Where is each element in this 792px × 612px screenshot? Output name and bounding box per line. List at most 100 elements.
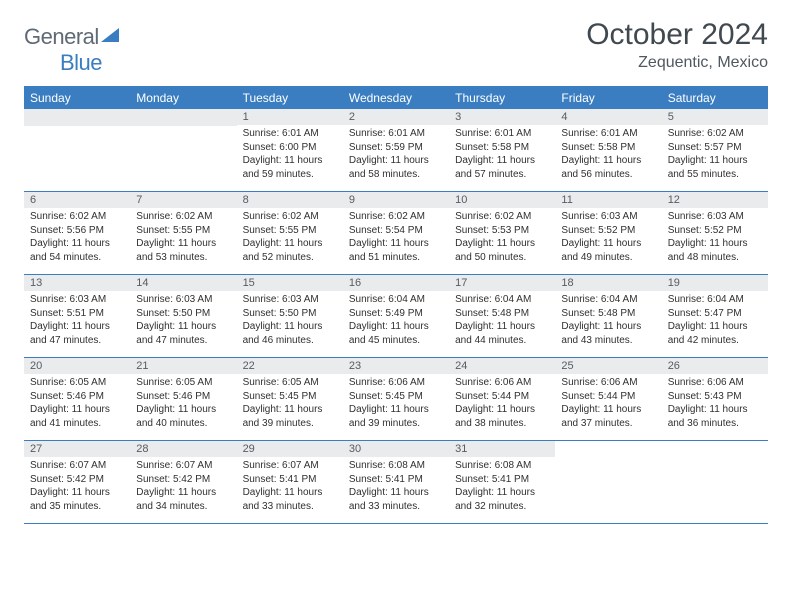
daylight-1: Daylight: 11 hours <box>136 237 230 251</box>
calendar-cell: 3Sunrise: 6:01 AMSunset: 5:58 PMDaylight… <box>449 109 555 192</box>
calendar-cell: 14Sunrise: 6:03 AMSunset: 5:50 PMDayligh… <box>130 275 236 358</box>
daylight-1: Daylight: 11 hours <box>30 486 124 500</box>
sunrise: Sunrise: 6:06 AM <box>561 376 655 390</box>
sunset: Sunset: 5:42 PM <box>30 473 124 487</box>
daylight-1: Daylight: 11 hours <box>349 154 443 168</box>
daylight-2: and 57 minutes. <box>455 168 549 182</box>
calendar-table: SundayMondayTuesdayWednesdayThursdayFrid… <box>24 86 768 524</box>
blank-day <box>130 109 236 126</box>
daylight-2: and 47 minutes. <box>30 334 124 348</box>
sunrise: Sunrise: 6:06 AM <box>455 376 549 390</box>
daylight-2: and 43 minutes. <box>561 334 655 348</box>
sunrise: Sunrise: 6:04 AM <box>668 293 762 307</box>
daylight-2: and 33 minutes. <box>243 500 337 514</box>
sunset: Sunset: 5:56 PM <box>30 224 124 238</box>
sunset: Sunset: 5:48 PM <box>455 307 549 321</box>
calendar-cell: 16Sunrise: 6:04 AMSunset: 5:49 PMDayligh… <box>343 275 449 358</box>
day-details: Sunrise: 6:02 AMSunset: 5:54 PMDaylight:… <box>343 208 449 268</box>
day-details: Sunrise: 6:05 AMSunset: 5:45 PMDaylight:… <box>237 374 343 434</box>
daylight-2: and 34 minutes. <box>136 500 230 514</box>
daylight-2: and 46 minutes. <box>243 334 337 348</box>
day-details: Sunrise: 6:07 AMSunset: 5:41 PMDaylight:… <box>237 457 343 517</box>
daylight-2: and 47 minutes. <box>136 334 230 348</box>
daylight-1: Daylight: 11 hours <box>349 237 443 251</box>
daylight-2: and 39 minutes. <box>349 417 443 431</box>
calendar-cell: 20Sunrise: 6:05 AMSunset: 5:46 PMDayligh… <box>24 358 130 441</box>
daylight-2: and 49 minutes. <box>561 251 655 265</box>
day-details: Sunrise: 6:02 AMSunset: 5:53 PMDaylight:… <box>449 208 555 268</box>
day-number: 21 <box>130 358 236 374</box>
sunrise: Sunrise: 6:01 AM <box>243 127 337 141</box>
day-number: 11 <box>555 192 661 208</box>
daylight-1: Daylight: 11 hours <box>455 154 549 168</box>
daylight-1: Daylight: 11 hours <box>561 403 655 417</box>
day-details: Sunrise: 6:08 AMSunset: 5:41 PMDaylight:… <box>343 457 449 517</box>
day-header: Thursday <box>449 87 555 110</box>
sunrise: Sunrise: 6:07 AM <box>243 459 337 473</box>
calendar-cell: 13Sunrise: 6:03 AMSunset: 5:51 PMDayligh… <box>24 275 130 358</box>
calendar-cell: 22Sunrise: 6:05 AMSunset: 5:45 PMDayligh… <box>237 358 343 441</box>
daylight-2: and 36 minutes. <box>668 417 762 431</box>
daylight-1: Daylight: 11 hours <box>455 237 549 251</box>
day-details: Sunrise: 6:06 AMSunset: 5:45 PMDaylight:… <box>343 374 449 434</box>
day-details: Sunrise: 6:06 AMSunset: 5:44 PMDaylight:… <box>449 374 555 434</box>
day-number: 5 <box>662 109 768 125</box>
sunset: Sunset: 5:48 PM <box>561 307 655 321</box>
calendar-row: 27Sunrise: 6:07 AMSunset: 5:42 PMDayligh… <box>24 441 768 524</box>
day-details: Sunrise: 6:02 AMSunset: 5:55 PMDaylight:… <box>130 208 236 268</box>
sunset: Sunset: 5:46 PM <box>136 390 230 404</box>
day-details: Sunrise: 6:06 AMSunset: 5:43 PMDaylight:… <box>662 374 768 434</box>
calendar-cell: 29Sunrise: 6:07 AMSunset: 5:41 PMDayligh… <box>237 441 343 524</box>
calendar-cell: 1Sunrise: 6:01 AMSunset: 6:00 PMDaylight… <box>237 109 343 192</box>
sunrise: Sunrise: 6:02 AM <box>349 210 443 224</box>
sunset: Sunset: 5:50 PM <box>243 307 337 321</box>
day-number: 9 <box>343 192 449 208</box>
day-number: 28 <box>130 441 236 457</box>
day-number: 6 <box>24 192 130 208</box>
calendar-cell: 12Sunrise: 6:03 AMSunset: 5:52 PMDayligh… <box>662 192 768 275</box>
day-details: Sunrise: 6:04 AMSunset: 5:48 PMDaylight:… <box>449 291 555 351</box>
daylight-2: and 35 minutes. <box>30 500 124 514</box>
day-number: 17 <box>449 275 555 291</box>
sunset: Sunset: 5:55 PM <box>243 224 337 238</box>
sunset: Sunset: 5:49 PM <box>349 307 443 321</box>
brand-general: General <box>24 24 99 50</box>
day-number: 10 <box>449 192 555 208</box>
daylight-2: and 53 minutes. <box>136 251 230 265</box>
calendar-cell: 4Sunrise: 6:01 AMSunset: 5:58 PMDaylight… <box>555 109 661 192</box>
daylight-1: Daylight: 11 hours <box>136 486 230 500</box>
daylight-2: and 41 minutes. <box>30 417 124 431</box>
daylight-1: Daylight: 11 hours <box>243 486 337 500</box>
daylight-1: Daylight: 11 hours <box>668 403 762 417</box>
day-details: Sunrise: 6:01 AMSunset: 5:58 PMDaylight:… <box>449 125 555 185</box>
sunset: Sunset: 5:42 PM <box>136 473 230 487</box>
day-header: Saturday <box>662 87 768 110</box>
daylight-1: Daylight: 11 hours <box>668 320 762 334</box>
day-number: 23 <box>343 358 449 374</box>
day-header: Tuesday <box>237 87 343 110</box>
sunrise: Sunrise: 6:04 AM <box>455 293 549 307</box>
calendar-cell: 24Sunrise: 6:06 AMSunset: 5:44 PMDayligh… <box>449 358 555 441</box>
day-details: Sunrise: 6:04 AMSunset: 5:48 PMDaylight:… <box>555 291 661 351</box>
sunset: Sunset: 5:41 PM <box>243 473 337 487</box>
day-number: 3 <box>449 109 555 125</box>
sunset: Sunset: 5:51 PM <box>30 307 124 321</box>
brand-logo: General <box>24 24 121 50</box>
calendar-cell <box>662 441 768 524</box>
brand-blue: Blue <box>60 50 102 75</box>
sunset: Sunset: 5:41 PM <box>455 473 549 487</box>
sunrise: Sunrise: 6:05 AM <box>30 376 124 390</box>
sunrise: Sunrise: 6:05 AM <box>243 376 337 390</box>
day-details: Sunrise: 6:03 AMSunset: 5:50 PMDaylight:… <box>237 291 343 351</box>
day-number: 29 <box>237 441 343 457</box>
sunset: Sunset: 5:44 PM <box>455 390 549 404</box>
calendar-cell: 17Sunrise: 6:04 AMSunset: 5:48 PMDayligh… <box>449 275 555 358</box>
daylight-1: Daylight: 11 hours <box>30 320 124 334</box>
daylight-2: and 38 minutes. <box>455 417 549 431</box>
day-number: 27 <box>24 441 130 457</box>
day-header-row: SundayMondayTuesdayWednesdayThursdayFrid… <box>24 87 768 110</box>
day-details: Sunrise: 6:08 AMSunset: 5:41 PMDaylight:… <box>449 457 555 517</box>
calendar-cell: 30Sunrise: 6:08 AMSunset: 5:41 PMDayligh… <box>343 441 449 524</box>
sunset: Sunset: 5:50 PM <box>136 307 230 321</box>
sunset: Sunset: 5:59 PM <box>349 141 443 155</box>
